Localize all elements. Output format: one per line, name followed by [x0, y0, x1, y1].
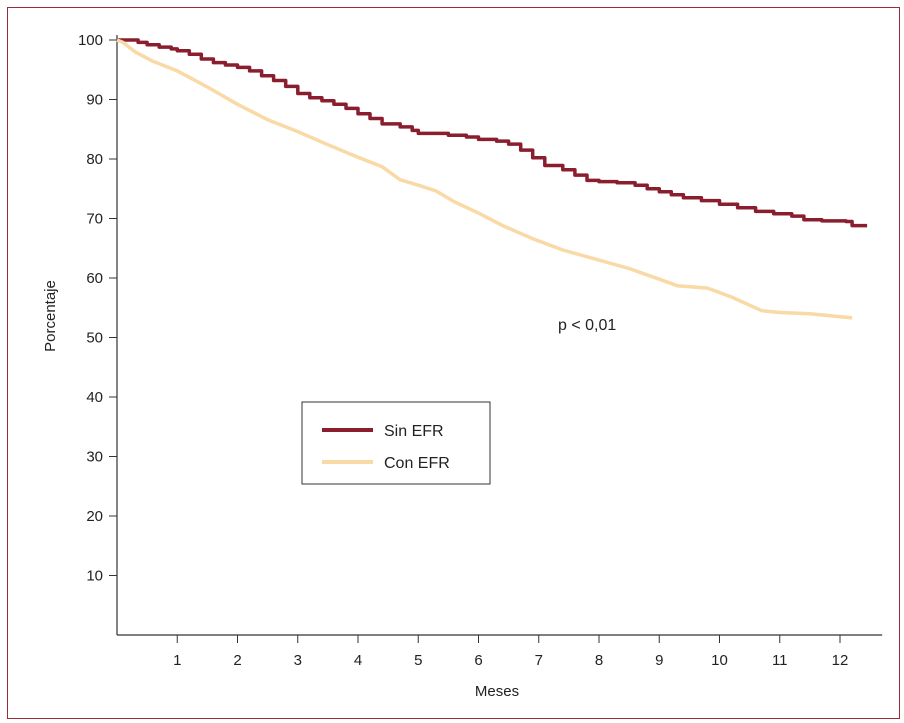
series-line-sin-efr: [117, 38, 868, 228]
x-tick-label: 4: [354, 652, 362, 669]
y-tick-label: 10: [86, 568, 103, 585]
y-tick-label: 60: [86, 270, 103, 287]
legend-label-con-efr: Con EFR: [384, 455, 450, 472]
series-line-con-efr: [116, 38, 853, 320]
x-axis-label: Meses: [475, 683, 519, 700]
legend-label-sin-efr: Sin EFR: [384, 423, 444, 440]
y-tick-label: 100: [78, 32, 103, 49]
x-tick-label: 5: [414, 652, 422, 669]
x-tick-label: 12: [832, 652, 849, 669]
x-tick-label: 9: [655, 652, 663, 669]
y-tick-label: 80: [86, 151, 103, 168]
x-tick-label: 8: [595, 652, 603, 669]
legend-box: [301, 401, 491, 485]
y-axis-label: Porcentaje: [42, 280, 59, 352]
chart-frame: [7, 7, 900, 719]
axes: [116, 35, 883, 636]
series-lines: [116, 38, 868, 320]
x-tick-label: 7: [535, 652, 543, 669]
x-tick-label: 10: [711, 652, 728, 669]
x-tick-label: 2: [233, 652, 241, 669]
y-tick-label: 50: [86, 330, 103, 347]
p-value-annotation: p < 0,01: [558, 317, 616, 334]
y-tick-label: 90: [86, 92, 103, 109]
x-tick-label: 11: [772, 652, 788, 669]
y-tick-label: 70: [86, 211, 103, 228]
y-tick-label: 40: [86, 389, 103, 406]
x-tick-label: 3: [294, 652, 302, 669]
y-tick-label: 20: [86, 508, 103, 525]
y-tick-label: 30: [86, 449, 103, 466]
x-tick-label: 6: [474, 652, 482, 669]
x-tick-label: 1: [173, 652, 181, 669]
legend: Sin EFR Con EFR: [301, 401, 491, 485]
